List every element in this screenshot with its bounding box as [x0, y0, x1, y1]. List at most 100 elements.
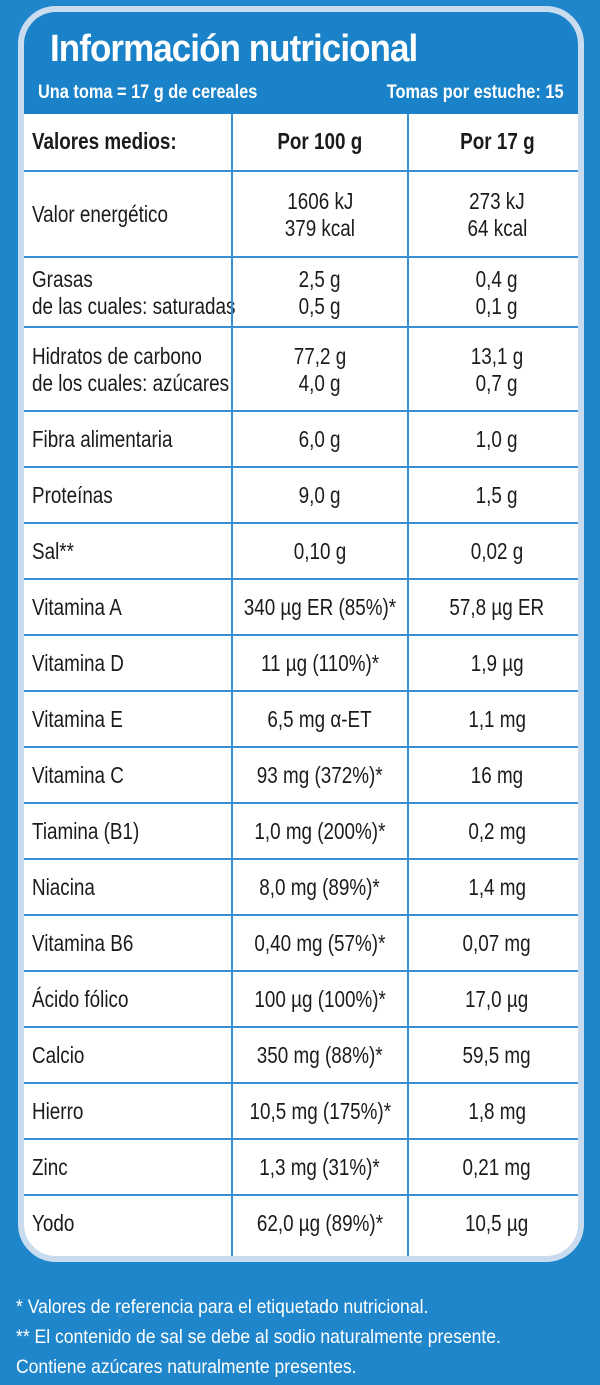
value-per-17g: 1,4 mg	[408, 860, 578, 916]
value-per-17g-line: 16 mg	[470, 762, 524, 789]
value-per-17g-line: 0,1 g	[476, 293, 518, 319]
value-per-100g-line: 2,5 g	[299, 265, 341, 292]
value-per-17g: 1,1 mg	[408, 692, 578, 748]
table-row: Vitamina A 340 µg ER (85%)* 57,8 µg ER	[24, 578, 578, 636]
value-per-100g: 62,0 µg (89%)*	[232, 1196, 408, 1252]
table-row: Tiamina (B1) 1,0 mg (200%)* 0,2 mg	[24, 802, 578, 860]
nutrient-name-line: Vitamina E	[32, 706, 123, 733]
nutrient-name: Hidratos de carbono de los cuales: azúcar…	[32, 328, 232, 412]
nutrient-name: Vitamina D	[32, 636, 232, 692]
value-per-100g-line: 6,5 mg α-ET	[267, 706, 373, 733]
nutrient-name-line: de los cuales: azúcares	[32, 370, 230, 396]
value-per-17g-line: 0,4 g	[476, 265, 518, 292]
nutrient-name: Sal**	[32, 524, 232, 580]
value-per-17g: 1,5 g	[408, 468, 578, 524]
value-per-100g-line: 10,5 mg (175%)*	[249, 1098, 391, 1125]
nutrient-name: Calcio	[32, 1028, 232, 1084]
value-per-100g-line: 93 mg (372%)*	[257, 762, 383, 789]
nutrient-name-line: Hierro	[32, 1098, 84, 1125]
column-divider	[407, 114, 409, 1256]
nutrient-name-line: Valor energético	[32, 201, 168, 228]
value-per-100g: 77,2 g 4,0 g	[232, 328, 408, 412]
table-row: Sal** 0,10 g 0,02 g	[24, 522, 578, 580]
nutrient-name: Vitamina B6	[32, 916, 232, 972]
table-row: Vitamina C 93 mg (372%)* 16 mg	[24, 746, 578, 804]
value-per-17g: 273 kJ 64 kcal	[408, 172, 578, 258]
value-per-17g-line: 0,2 mg	[468, 818, 526, 845]
value-per-17g-line: 273 kJ	[469, 187, 525, 214]
value-per-17g-line: 57,8 µg ER	[449, 594, 545, 621]
value-per-17g-line: 1,9 µg	[470, 650, 524, 677]
serving-size: Una toma = 17 g de cereales	[38, 82, 258, 103]
footnotes: * Valores de referencia para el etiqueta…	[16, 1292, 592, 1382]
value-per-100g: 350 mg (88%)*	[232, 1028, 408, 1084]
table-row: Proteínas 9,0 g 1,5 g	[24, 466, 578, 524]
table-row: Fibra alimentaria 6,0 g 1,0 g	[24, 410, 578, 468]
value-per-17g: 0,4 g 0,1 g	[408, 258, 578, 328]
value-per-100g-line: 62,0 µg (89%)*	[256, 1210, 384, 1237]
nutrient-name-line: Vitamina A	[32, 594, 122, 621]
table-row: Calcio 350 mg (88%)* 59,5 mg	[24, 1026, 578, 1084]
table-row: Valor energético 1606 kJ 379 kcal 273 kJ 64 …	[24, 170, 578, 258]
value-per-17g-line: 1,1 mg	[468, 706, 526, 733]
nutrient-name-line: Calcio	[32, 1042, 85, 1069]
value-per-100g: 10,5 mg (175%)*	[232, 1084, 408, 1140]
value-per-17g-line: 0,02 g	[470, 538, 524, 565]
value-per-17g: 57,8 µg ER	[408, 580, 578, 636]
nutrient-name: Vitamina A	[32, 580, 232, 636]
value-per-17g: 17,0 µg	[408, 972, 578, 1028]
nutrient-name: Zinc	[32, 1140, 232, 1196]
value-per-100g: 0,10 g	[232, 524, 408, 580]
value-per-17g-line: 1,8 mg	[468, 1098, 526, 1125]
nutrient-name-line: Yodo	[32, 1210, 75, 1237]
value-per-100g: 0,40 mg (57%)*	[232, 916, 408, 972]
nutrient-name-line: Sal**	[32, 538, 74, 565]
value-per-100g-line: 0,10 g	[293, 538, 347, 565]
header-per-17g: Por 17 g	[408, 114, 578, 170]
nutrient-name: Grasas de las cuales: saturadas	[32, 258, 235, 328]
nutrient-name-line: Hidratos de carbono	[32, 342, 202, 369]
value-per-100g: 2,5 g 0,5 g	[232, 258, 408, 328]
value-per-100g-line: 9,0 g	[299, 482, 341, 509]
value-per-17g-line: 64 kcal	[467, 215, 527, 241]
value-per-100g-line: 1,0 mg (200%)*	[254, 818, 386, 845]
table-header-row: Valores medios: Por 100 g Por 17 g	[24, 114, 578, 170]
nutrient-name-line: Grasas	[32, 265, 93, 292]
table-row: Niacina 8,0 mg (89%)* 1,4 mg	[24, 858, 578, 916]
value-per-100g-line: 77,2 g	[293, 342, 347, 369]
value-per-100g: 100 µg (100%)*	[232, 972, 408, 1028]
value-per-17g-line: 0,07 mg	[462, 930, 532, 957]
value-per-100g-line: 0,5 g	[299, 293, 341, 319]
table-row: Zinc 1,3 mg (31%)* 0,21 mg	[24, 1138, 578, 1196]
value-per-17g-line: 1,0 g	[476, 426, 518, 453]
nutrient-name: Tiamina (B1)	[32, 804, 232, 860]
value-per-17g: 0,21 mg	[408, 1140, 578, 1196]
value-per-100g: 340 µg ER (85%)*	[232, 580, 408, 636]
nutrient-name: Proteínas	[32, 468, 232, 524]
value-per-100g: 93 mg (372%)*	[232, 748, 408, 804]
value-per-17g-line: 59,5 mg	[462, 1042, 532, 1069]
table-row: Vitamina E 6,5 mg α-ET 1,1 mg	[24, 690, 578, 748]
nutrient-name: Ácido fólico	[32, 972, 232, 1028]
value-per-100g-line: 379 kcal	[284, 215, 356, 241]
table-row: Ácido fólico 100 µg (100%)* 17,0 µg	[24, 970, 578, 1028]
value-per-100g: 6,0 g	[232, 412, 408, 468]
value-per-17g-line: 10,5 µg	[465, 1210, 529, 1237]
value-per-17g: 0,07 mg	[408, 916, 578, 972]
nutrient-name-line: Zinc	[32, 1154, 68, 1181]
panel-title: Información nutricional	[50, 28, 418, 70]
value-per-100g: 11 µg (110%)*	[232, 636, 408, 692]
value-per-100g-line: 6,0 g	[299, 426, 341, 453]
value-per-17g: 1,8 mg	[408, 1084, 578, 1140]
table-row: Yodo 62,0 µg (89%)* 10,5 µg	[24, 1194, 578, 1252]
value-per-100g-line: 340 µg ER (85%)*	[243, 594, 397, 621]
value-per-17g-line: 17,0 µg	[465, 986, 529, 1013]
value-per-17g: 1,9 µg	[408, 636, 578, 692]
value-per-17g: 0,2 mg	[408, 804, 578, 860]
header-per-100g: Por 100 g	[232, 114, 408, 170]
value-per-17g: 16 mg	[408, 748, 578, 804]
servings-per-pack: Tomas por estuche: 15	[387, 82, 564, 103]
value-per-100g: 1,3 mg (31%)*	[232, 1140, 408, 1196]
value-per-17g: 0,02 g	[408, 524, 578, 580]
nutrient-name-line: Ácido fólico	[32, 986, 129, 1013]
